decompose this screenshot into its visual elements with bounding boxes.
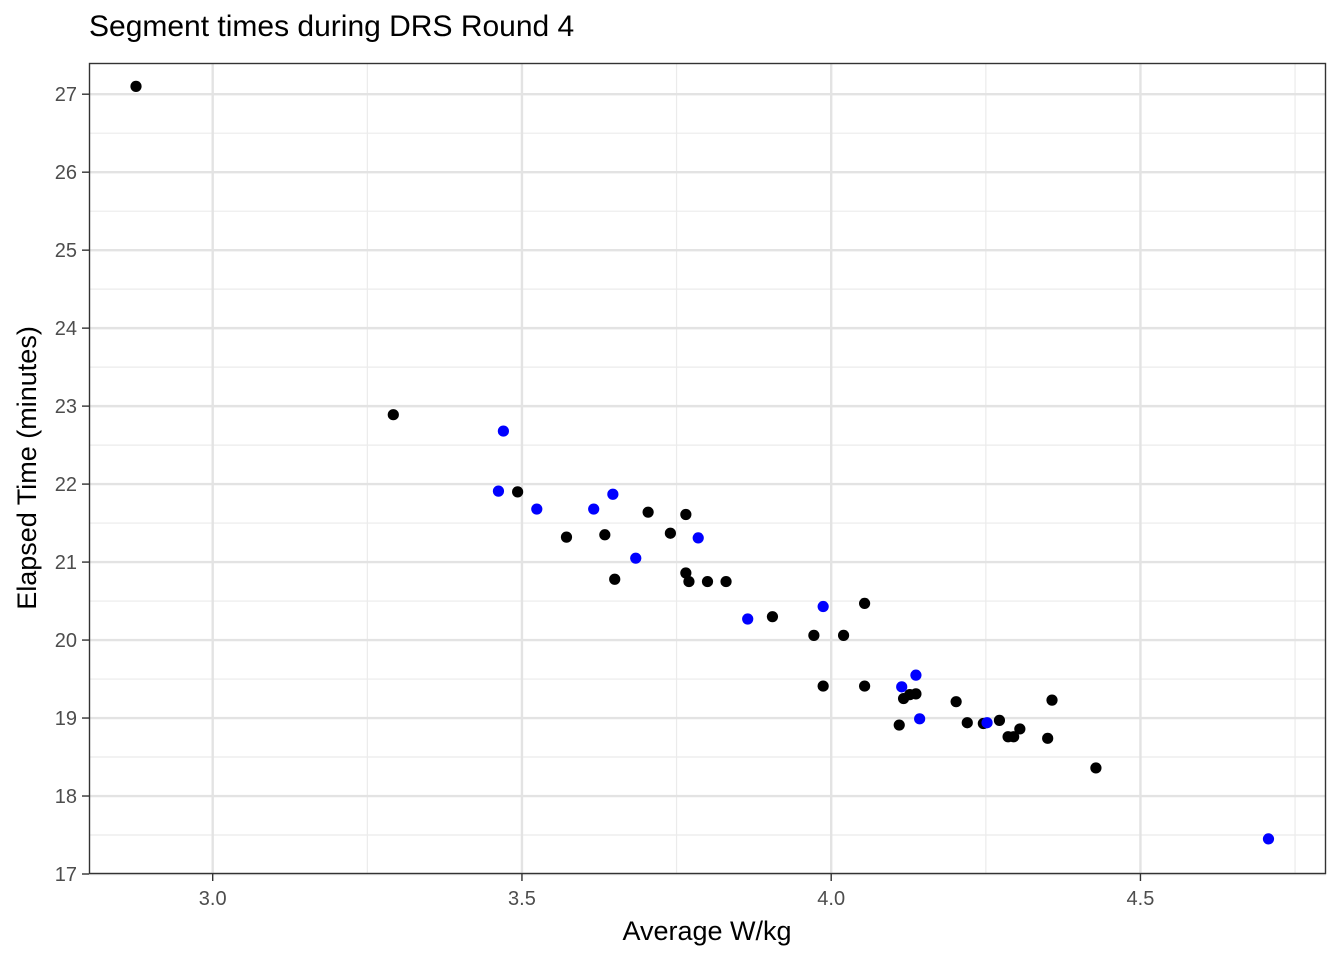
data-point bbox=[680, 508, 692, 521]
data-point bbox=[837, 629, 850, 641]
y-axis-label: Elapsed Time (minutes) bbox=[12, 326, 42, 610]
data-point bbox=[766, 611, 779, 623]
data-point bbox=[531, 503, 543, 515]
data-point bbox=[808, 629, 820, 641]
data-point bbox=[910, 669, 922, 681]
data-point bbox=[896, 681, 908, 693]
minor-gridlines bbox=[89, 63, 1326, 874]
x-tick-label: 4.5 bbox=[1127, 888, 1155, 910]
y-tick-label: 18 bbox=[55, 786, 77, 808]
data-point bbox=[492, 485, 505, 497]
data-point bbox=[981, 717, 993, 729]
x-tick-label: 3.5 bbox=[508, 888, 536, 910]
data-point bbox=[742, 613, 754, 625]
data-point bbox=[664, 527, 676, 539]
y-tick-label: 17 bbox=[55, 864, 77, 886]
data-point bbox=[858, 680, 871, 692]
data-point bbox=[1090, 762, 1102, 774]
data-point bbox=[893, 719, 905, 731]
y-tick-label: 22 bbox=[55, 474, 77, 496]
data-point bbox=[720, 575, 732, 588]
y-tick-label: 19 bbox=[55, 708, 77, 730]
data-point bbox=[607, 488, 619, 500]
x-axis: 3.0 3.5 4.0 4.5 bbox=[199, 874, 1155, 910]
data-point bbox=[910, 688, 922, 700]
y-tick-label: 27 bbox=[55, 84, 77, 106]
data-point bbox=[993, 714, 1006, 726]
y-tick-label: 20 bbox=[55, 630, 77, 652]
y-axis: 17 18 19 20 21 22 23 24 25 26 27 bbox=[55, 84, 89, 886]
data-point bbox=[817, 600, 829, 613]
data-point bbox=[1046, 694, 1058, 706]
data-point bbox=[701, 575, 714, 588]
data-point bbox=[599, 529, 611, 541]
data-point bbox=[130, 80, 142, 92]
data-point bbox=[817, 680, 829, 692]
data-point bbox=[497, 425, 509, 437]
y-tick-label: 24 bbox=[55, 318, 77, 340]
data-point bbox=[1262, 833, 1275, 845]
data-point bbox=[642, 506, 654, 518]
data-points bbox=[130, 80, 1275, 845]
data-point bbox=[1008, 731, 1020, 743]
data-point bbox=[1014, 723, 1026, 735]
data-point bbox=[560, 531, 573, 543]
data-point bbox=[858, 597, 871, 610]
y-tick-label: 23 bbox=[55, 396, 77, 418]
data-point bbox=[1042, 732, 1054, 744]
y-tick-label: 26 bbox=[55, 162, 77, 184]
data-point bbox=[512, 486, 524, 498]
y-tick-label: 21 bbox=[55, 552, 77, 574]
data-point bbox=[950, 696, 962, 708]
data-point bbox=[914, 713, 926, 725]
plot-panel-border bbox=[88, 62, 1327, 875]
data-point bbox=[630, 552, 642, 564]
plot-panel-background bbox=[89, 63, 1326, 874]
data-point bbox=[609, 573, 621, 585]
y-tick-label: 25 bbox=[55, 240, 77, 262]
data-point bbox=[683, 575, 695, 588]
x-axis-label: Average W/kg bbox=[622, 916, 791, 946]
data-point bbox=[680, 567, 692, 579]
data-point bbox=[387, 409, 399, 421]
data-point bbox=[588, 503, 600, 515]
data-point bbox=[961, 717, 973, 729]
data-point bbox=[692, 532, 704, 544]
x-tick-label: 4.0 bbox=[817, 888, 845, 910]
x-tick-label: 3.0 bbox=[199, 888, 227, 910]
chart-title: Segment times during DRS Round 4 bbox=[89, 10, 575, 43]
